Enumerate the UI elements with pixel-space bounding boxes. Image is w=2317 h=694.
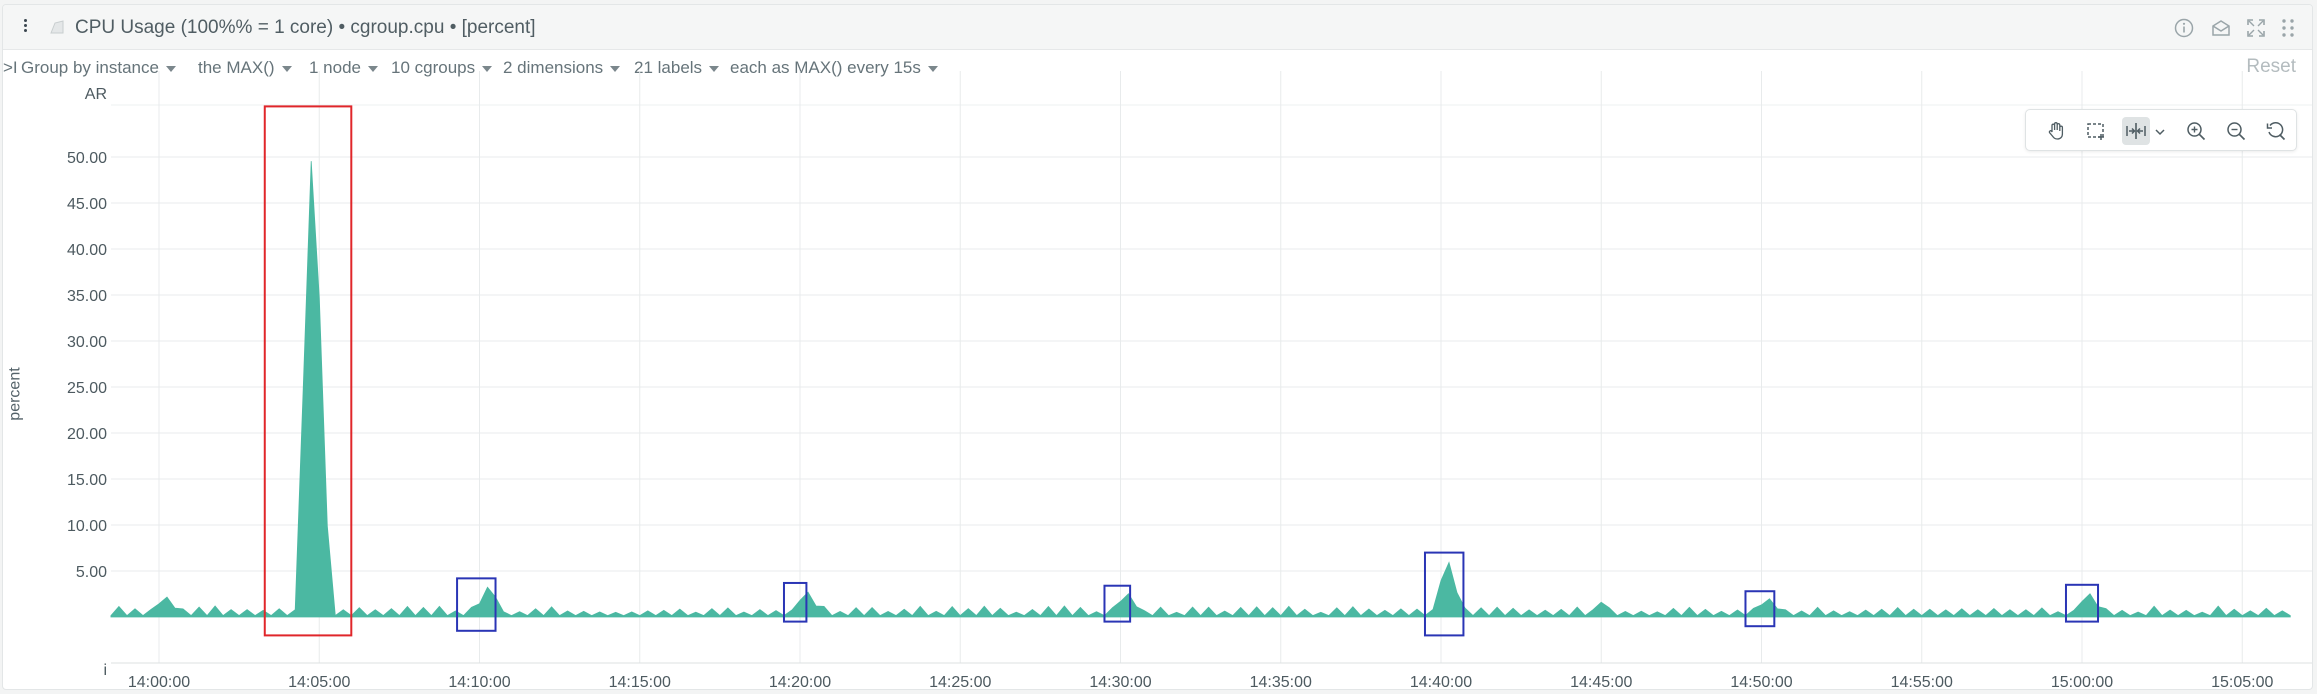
- chart-title: CPU Usage (100%% = 1 core) • cgroup.cpu …: [75, 17, 536, 38]
- spike-point: [2087, 590, 2089, 592]
- highlight-box-minor: [1744, 590, 1776, 628]
- drop-icon[interactable]: [2210, 17, 2232, 39]
- aggregate-dropdown[interactable]: the MAX(): [198, 58, 292, 78]
- time-aggregation-dropdown[interactable]: each as MAX() every 15s: [730, 58, 938, 78]
- chevron-down-icon[interactable]: [2150, 117, 2168, 145]
- dimensions-dropdown[interactable]: 2 dimensions: [503, 58, 621, 78]
- labels-label: 21 labels: [634, 58, 703, 77]
- y-axis-label: percent: [6, 367, 24, 421]
- zoom-toolbar: [2025, 109, 2297, 151]
- x-tick-label: 15:05:00: [2211, 674, 2273, 690]
- aggregate-label: the MAX(): [198, 58, 275, 77]
- selection-icon[interactable]: [2122, 117, 2150, 145]
- y-axis-bottom-label: i: [103, 662, 107, 679]
- group-by-label: Group by instance: [21, 58, 159, 77]
- y-tick-label: 10.00: [67, 518, 107, 535]
- y-tick-label: 45.00: [67, 196, 107, 213]
- y-tick-label: 5.00: [76, 564, 107, 581]
- chart-icon: [50, 20, 64, 34]
- y-tick-label: 35.00: [67, 288, 107, 305]
- highlight-box-major: [263, 105, 353, 637]
- info-icon[interactable]: [2173, 17, 2195, 39]
- highlight-box-minor: [782, 581, 808, 623]
- pan-icon[interactable]: [2042, 117, 2070, 145]
- chart-toolbar: >I Group by instance the MAX() 1 node 10…: [3, 53, 2312, 85]
- cgroups-label: 10 cgroups: [391, 58, 476, 77]
- highlight-box-minor: [2064, 583, 2100, 623]
- y-tick-label: 15.00: [67, 472, 107, 489]
- cpu-usage-area[interactable]: [110, 161, 2291, 618]
- select-area-icon[interactable]: [2082, 117, 2110, 145]
- reset-zoom-icon[interactable]: [2262, 117, 2290, 145]
- chevron-down-icon: [709, 65, 720, 72]
- y-tick-label: 40.00: [67, 242, 107, 259]
- spike-point: [1446, 555, 1448, 557]
- x-tick-label: 14:00:00: [128, 674, 190, 690]
- y-axis-top-label: AR: [85, 86, 107, 103]
- collapse-toggle[interactable]: >I: [3, 58, 18, 77]
- x-tick-label: 14:50:00: [1730, 674, 1792, 690]
- labels-dropdown[interactable]: 21 labels: [634, 58, 720, 78]
- zoom-out-icon[interactable]: [2222, 117, 2250, 145]
- x-tick-label: 14:45:00: [1570, 674, 1632, 690]
- x-tick-label: 15:00:00: [2051, 674, 2113, 690]
- y-tick-label: 25.00: [67, 380, 107, 397]
- chevron-down-icon: [368, 65, 378, 72]
- spike-point: [1126, 590, 1128, 592]
- chevron-down-icon: [165, 65, 176, 72]
- spike-point: [312, 115, 314, 117]
- chevron-down-icon: [927, 65, 938, 72]
- chart-header: CPU Usage (100%% = 1 core) • cgroup.cpu …: [3, 5, 2312, 50]
- x-tick-label: 14:30:00: [1089, 674, 1151, 690]
- nodes-dropdown[interactable]: 1 node: [309, 58, 378, 78]
- chart-card: CPU Usage (100%% = 1 core) • cgroup.cpu …: [2, 4, 2313, 690]
- zoom-in-icon[interactable]: [2182, 117, 2210, 145]
- spike-point: [1767, 596, 1769, 598]
- dimensions-label: 2 dimensions: [503, 58, 604, 77]
- drag-icon[interactable]: [2277, 17, 2299, 39]
- x-tick-label: 14:25:00: [929, 674, 991, 690]
- time-aggregation-label: each as MAX() every 15s: [730, 58, 921, 77]
- cpu-usage-chart[interactable]: 5.00 10.00 15.00 20.00 25.00 30.00 35.00 40.00 4…: [3, 5, 2313, 690]
- spike-point: [488, 583, 490, 585]
- highlight-box-minor: [1103, 584, 1132, 623]
- highlight-box-minor: [1423, 551, 1465, 637]
- x-tick-label: 14:55:00: [1891, 674, 1953, 690]
- x-tick-label: 14:10:00: [448, 674, 510, 690]
- chevron-down-icon: [281, 65, 292, 72]
- kebab-menu-icon[interactable]: [19, 17, 31, 37]
- spike-point: [164, 594, 166, 596]
- y-tick-label: 50.00: [67, 150, 107, 167]
- cgroups-dropdown[interactable]: 10 cgroups: [391, 58, 493, 78]
- x-tick-label: 14:20:00: [769, 674, 831, 690]
- y-tick-label: 20.00: [67, 426, 107, 443]
- chevron-down-icon: [482, 65, 493, 72]
- x-tick-label: 14:40:00: [1410, 674, 1472, 690]
- reset-button[interactable]: Reset: [2246, 56, 2296, 77]
- x-tick-label: 14:15:00: [609, 674, 671, 690]
- nodes-label: 1 node: [309, 58, 361, 77]
- x-tick-label: 14:05:00: [288, 674, 350, 690]
- chevron-down-icon: [610, 65, 621, 72]
- group-by-dropdown[interactable]: Group by instance: [21, 58, 176, 78]
- spike-point: [1600, 601, 1602, 603]
- y-tick-label: 30.00: [67, 334, 107, 351]
- x-tick-label: 14:35:00: [1250, 674, 1312, 690]
- expand-icon[interactable]: [2245, 17, 2267, 39]
- highlight-box-minor: [456, 577, 497, 632]
